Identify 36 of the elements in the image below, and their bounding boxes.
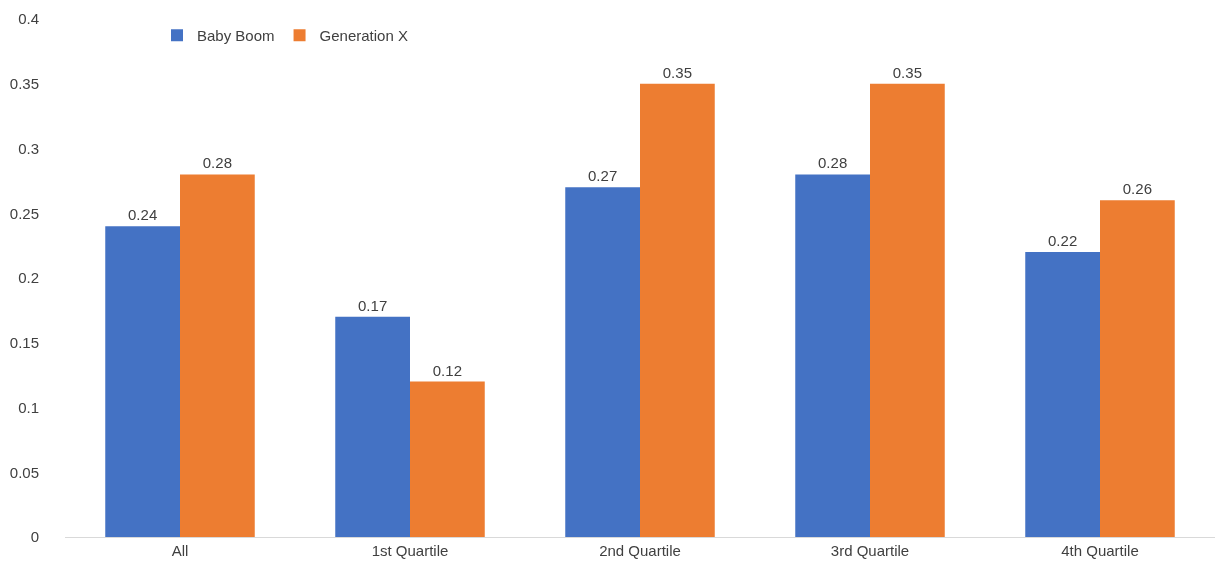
legend-label: Baby Boom	[197, 27, 275, 45]
legend-label: Generation X	[319, 27, 408, 45]
bar	[335, 316, 410, 537]
bar	[565, 187, 640, 537]
bar	[870, 83, 945, 537]
data-label: 0.35	[892, 63, 922, 81]
y-tick-label: 0.05	[9, 463, 39, 481]
x-tick-label: All	[171, 542, 189, 559]
data-label: 0.12	[432, 361, 462, 379]
data-label: 0.27	[588, 167, 618, 185]
y-tick-label: 0.15	[9, 334, 39, 351]
data-label: 0.28	[818, 154, 848, 172]
x-tick-label: 2nd Quartile	[599, 542, 681, 559]
y-tick-label: 0	[30, 528, 39, 546]
x-tick-label: 4th Quartile	[1061, 542, 1139, 559]
data-label: 0.28	[202, 154, 232, 172]
bar	[105, 226, 180, 537]
bar	[795, 174, 870, 537]
y-tick-label: 0.25	[9, 204, 39, 222]
bar	[1025, 252, 1100, 537]
data-label: 0.17	[358, 296, 388, 314]
y-tick-label: 0.35	[9, 75, 39, 92]
y-tick-label: 0.1	[18, 398, 39, 416]
y-tick-label: 0.2	[18, 269, 39, 287]
x-tick-label: 3rd Quartile	[830, 542, 910, 559]
bar	[410, 381, 485, 537]
y-tick-label: 0.3	[18, 139, 39, 157]
data-label: 0.35	[662, 63, 692, 81]
data-label: 0.26	[1122, 180, 1152, 198]
data-label: 0.22	[1048, 232, 1078, 250]
bar	[1100, 200, 1175, 537]
y-tick-label: 0.4	[18, 10, 39, 28]
data-label: 0.24	[128, 206, 158, 224]
bar	[640, 83, 715, 537]
x-tick-label: 1st Quartile	[371, 542, 449, 559]
bar	[180, 174, 255, 537]
